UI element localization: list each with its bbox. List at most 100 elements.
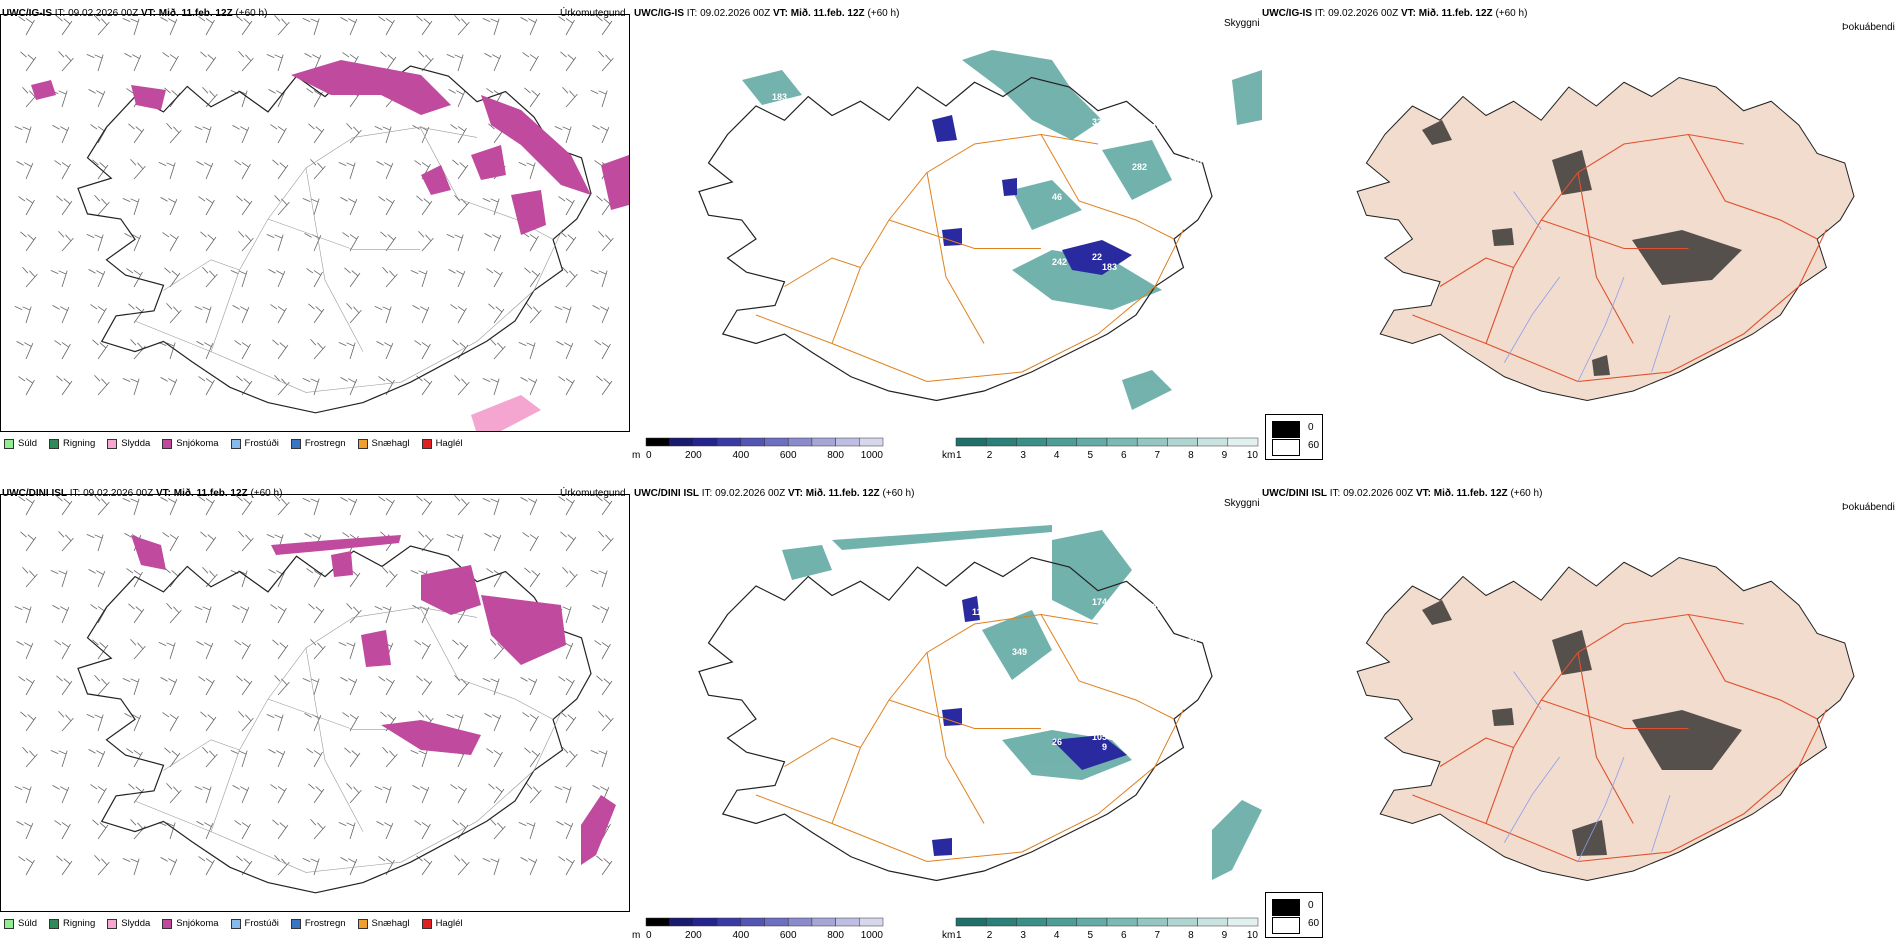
colorbar-segment — [693, 917, 718, 927]
wind-barb — [130, 159, 146, 180]
wind-barb — [594, 640, 611, 660]
wind-barb — [166, 303, 182, 324]
wind-barb — [196, 640, 214, 660]
wind-barb — [92, 159, 109, 180]
wind-barb — [16, 160, 34, 180]
colorbar-tick: 200 — [685, 930, 702, 941]
colorbar-tick: 200 — [685, 450, 702, 461]
wind-barb — [482, 678, 500, 696]
road-network — [135, 607, 563, 872]
colorbar-segment — [1167, 917, 1198, 927]
wind-barb — [486, 568, 503, 588]
colorbar-tick: 7 — [1155, 450, 1161, 461]
wind-barb — [346, 303, 362, 324]
legend-label: Rigning — [63, 918, 96, 929]
wind-barb — [416, 675, 433, 696]
coastline — [78, 66, 591, 413]
valid-label: VT: — [1415, 488, 1431, 499]
low-ceiling-areas — [932, 596, 1127, 856]
legend-item: Frostregn — [290, 438, 346, 449]
wind-barb — [160, 196, 178, 216]
panel-header: UWC/DINI ISL IT: 09.02.2026 00Z VT: Mið.… — [1262, 488, 1542, 499]
visibility-value-label: 140 — [1152, 122, 1167, 132]
wind-barb — [382, 747, 398, 768]
wind-barb — [454, 855, 470, 876]
wind-barb — [526, 303, 542, 324]
wind-barb — [382, 567, 398, 588]
colorbar-segment — [811, 437, 836, 447]
wind-barb — [52, 784, 70, 804]
wind-barb — [196, 160, 214, 180]
legend-label: Snæhagl — [371, 918, 410, 929]
wind-barb — [558, 496, 575, 516]
legend-item: Haglél — [421, 438, 463, 449]
visibility-value-label: 282 — [1132, 162, 1147, 172]
wind-barb — [374, 606, 392, 624]
lead-time: (+60 h) — [235, 8, 268, 19]
wind-barb — [450, 784, 467, 804]
snow-areas-offshore — [581, 795, 616, 865]
fog-index-panel-dini: UWC/DINI ISL IT: 09.02.2026 00Z VT: Mið.… — [1262, 480, 1900, 950]
wind-barb — [490, 819, 506, 840]
wind-barb — [376, 340, 394, 360]
wind-barb — [598, 711, 614, 732]
visibility-value-label: 76 — [772, 572, 782, 582]
colorbar-segment — [1106, 917, 1138, 927]
wind-barb — [236, 195, 253, 216]
wind-barb — [446, 54, 464, 72]
legend-item: Rigning — [49, 438, 95, 449]
visibility-value-label: 22 — [1052, 672, 1062, 682]
ceiling-colorbar: m 0 200 400 600 800 1000 — [632, 916, 887, 947]
legend-item: Slydda — [107, 918, 150, 929]
wind-barb — [590, 750, 608, 768]
wind-barb — [590, 570, 608, 588]
wind-barb — [454, 675, 470, 696]
iceland-map-fog — [1302, 30, 1882, 430]
wind-barb — [524, 87, 541, 108]
wind-barb — [166, 783, 182, 804]
visibility-value-label: 173 — [1132, 642, 1147, 652]
wind-barb — [344, 747, 361, 768]
wind-barb — [448, 268, 466, 288]
colorbar-segment — [1227, 437, 1259, 447]
wind-barb — [416, 195, 433, 216]
wind-barb — [88, 568, 106, 588]
wind-barb — [238, 711, 254, 732]
valid-label: VT: — [155, 488, 171, 499]
fog-index-panel-ig: UWC/IG-IS IT: 09.02.2026 00Z VT: Mið. 11… — [1262, 0, 1900, 470]
wind-barb — [234, 820, 251, 840]
wind-barb — [342, 232, 359, 252]
colorbar-segment — [669, 437, 694, 447]
wind-barb — [446, 234, 464, 252]
colorbar-segment — [764, 437, 789, 447]
wind-barb — [338, 162, 356, 180]
wind-barb — [484, 52, 502, 72]
wind-barb — [340, 676, 358, 696]
wind-barb — [310, 639, 326, 660]
wind-barb — [520, 676, 538, 696]
wind-barb — [88, 748, 106, 768]
lead-time: (+60 h) — [250, 488, 283, 499]
wind-barb — [302, 18, 320, 36]
wind-barb — [554, 786, 572, 804]
visibility-panel-ig: UWC/IG-IS IT: 09.02.2026 00Z VT: Mið. 11… — [632, 0, 1262, 470]
wind-barb — [202, 267, 218, 288]
wind-barb — [194, 606, 212, 624]
legend-item: Súld — [4, 438, 37, 449]
legend-label: Frostregn — [304, 918, 346, 929]
colorbar-tick: 400 — [732, 930, 749, 941]
wind-barb — [340, 856, 358, 876]
init-time: IT: 09.02.2026 00Z — [1314, 8, 1399, 19]
wind-barb — [418, 231, 434, 252]
wind-barb — [482, 498, 500, 516]
wind-barb — [558, 376, 575, 396]
visibility-colorbar: km 1 2 3 4 5 6 7 8 9 10 — [942, 916, 1262, 947]
wind-barb — [194, 786, 212, 804]
fog-legend: 0 60 — [1265, 892, 1323, 938]
wind-barb — [200, 231, 217, 252]
colorbar-tick: 3 — [1020, 450, 1026, 461]
colorbar-tick: 1000 — [861, 450, 884, 461]
wind-barb — [306, 268, 323, 288]
wind-barb — [346, 603, 362, 624]
rivers — [1504, 192, 1670, 382]
